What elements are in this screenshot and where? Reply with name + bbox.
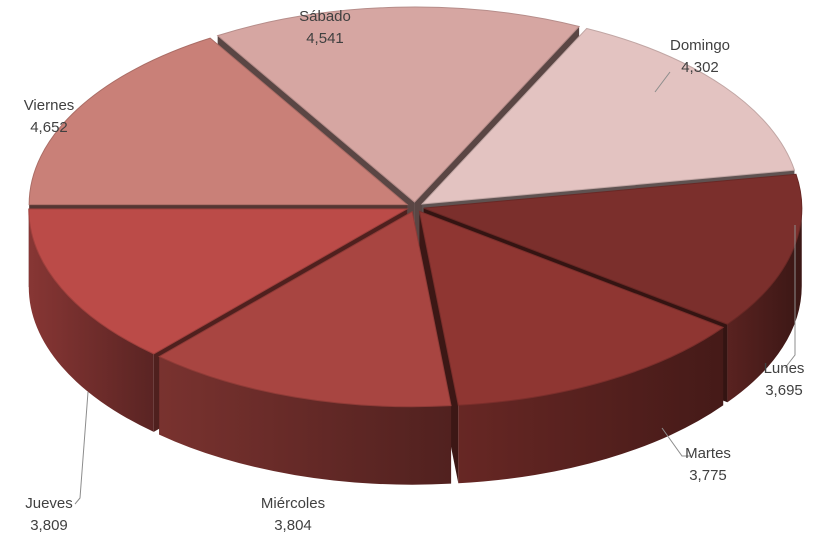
slice-martes [418,210,725,406]
leader-line-martes [661,427,690,457]
slice-miercoles [158,210,452,408]
leader-line-lunes [784,225,796,369]
label-miercoles: Miércoles [261,495,325,512]
slice-side-martes-0 [458,327,724,484]
label-sabado: Sábado [299,8,351,25]
slice-domingo [420,27,796,205]
value-martes: 3,775 [689,467,727,484]
label-martes: Martes [685,445,731,462]
slice-lunes [423,173,803,325]
value-viernes: 4,652 [30,119,68,136]
label-jueves: Jueves [25,495,73,512]
label-viernes: Viernes [24,97,75,114]
leader-line-jueves [74,391,89,505]
slice-jueves [28,208,409,355]
value-miercoles: 3,804 [274,517,312,534]
leader-line-domingo [654,71,671,93]
slice-side-miercoles-0 [159,356,452,485]
value-sabado: 4,541 [306,30,344,47]
slice-side-lunes-0 [727,208,802,403]
pie-top-layer [28,6,803,408]
value-domingo: 4,302 [681,59,719,76]
pie-label-layer: Lunes 3,695 Martes 3,775 Miércoles 3,804 Jueve… [24,8,805,534]
label-domingo: Domingo [670,37,730,54]
label-lunes: Lunes [764,360,805,377]
slice-sabado [216,6,581,203]
value-jueves: 3,809 [30,517,68,534]
value-lunes: 3,695 [765,382,803,399]
slice-viernes [28,37,409,206]
slice-side-jueves-0 [28,209,154,432]
